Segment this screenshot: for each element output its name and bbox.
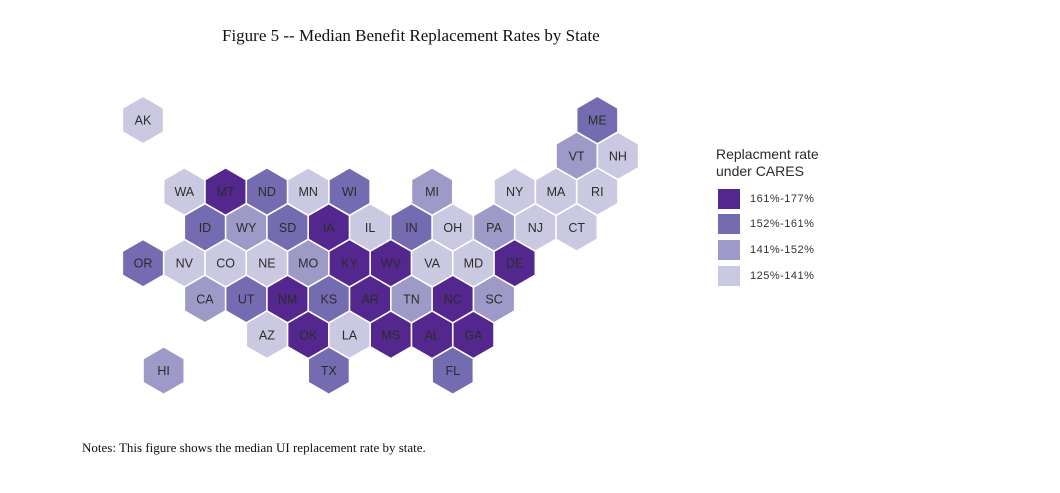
state-hex-wa: WA: [163, 167, 206, 216]
state-hex-sc: SC: [473, 274, 516, 324]
state-label: PA: [486, 221, 502, 235]
state-hex-or: OR: [121, 238, 165, 288]
state-hex-ar: AR: [349, 274, 392, 324]
state-hex-fl: FL: [431, 346, 474, 395]
legend-item-1: 152%-161%: [718, 214, 814, 234]
state-label: UT: [238, 293, 255, 307]
state-label: NM: [278, 293, 297, 307]
figure-notes: Notes: This figure shows the median UI r…: [82, 440, 426, 455]
state-label: CT: [568, 221, 585, 235]
state-label: AZ: [259, 328, 275, 342]
state-label: IA: [323, 221, 335, 235]
legend-title-line1: Replacment rate: [716, 146, 819, 162]
legend-swatch-0: [718, 189, 740, 209]
state-label: NY: [506, 185, 524, 199]
state-label: IL: [365, 221, 375, 235]
state-hex-wy: WY: [225, 203, 268, 252]
state-label: MI: [425, 185, 439, 199]
state-label: NC: [444, 293, 462, 307]
state-hex-ak: AK: [121, 95, 165, 145]
state-label: CA: [196, 293, 214, 307]
state-label: NJ: [528, 221, 543, 235]
figure-title: Figure 5 -- Median Benefit Replacement R…: [222, 26, 600, 45]
legend-item-2: 141%-152%: [718, 240, 814, 260]
state-label: IN: [405, 221, 418, 235]
state-label: ME: [588, 114, 607, 128]
state-hex-ok: OK: [287, 310, 330, 360]
state-hex-shape: [307, 346, 350, 395]
state-label: NV: [176, 257, 194, 271]
state-label: MD: [464, 257, 483, 271]
state-label: MA: [547, 185, 566, 199]
legend-label-1: 152%-161%: [750, 218, 815, 230]
state-label: WY: [236, 221, 257, 235]
state-hex-nh: NH: [596, 131, 639, 181]
legend-title: Replacment rate under CARES: [716, 146, 819, 180]
state-label: SD: [279, 221, 296, 235]
state-label: KS: [321, 293, 338, 307]
state-label: TN: [403, 293, 420, 307]
state-label: OH: [443, 221, 462, 235]
state-hex-wv: WV: [369, 238, 412, 288]
state-label: GA: [464, 328, 483, 342]
state-label: NE: [258, 257, 275, 271]
legend-swatch-2: [718, 240, 740, 260]
state-hex-ga: GA: [452, 310, 495, 360]
state-hex-co: CO: [204, 238, 247, 288]
state-hex-nm: NM: [266, 274, 309, 324]
state-hex-shape: [555, 203, 598, 252]
state-label: LA: [342, 328, 358, 342]
state-hex-ms: MS: [369, 310, 412, 360]
state-label: MN: [298, 185, 317, 199]
state-label: VT: [569, 149, 585, 163]
state-label: AL: [424, 328, 439, 342]
state-label: FL: [445, 364, 460, 378]
state-label: WV: [381, 257, 402, 271]
state-label: ND: [258, 185, 276, 199]
state-label: WA: [174, 185, 194, 199]
state-hex-ct: CT: [555, 203, 598, 252]
legend-label-3: 125%-141%: [750, 270, 815, 282]
state-label: OR: [134, 257, 153, 271]
state-hex-shape: [121, 95, 165, 145]
state-hex-vt: VT: [555, 131, 598, 181]
legend-swatch-3: [718, 266, 740, 286]
state-label: TX: [321, 364, 338, 378]
state-label: AR: [361, 293, 378, 307]
legend-label-2: 141%-152%: [750, 244, 815, 256]
state-label: AK: [135, 114, 152, 128]
state-hex-wi: WI: [328, 167, 371, 216]
legend-item-0: 161%-177%: [718, 189, 814, 209]
state-hex-hi: HI: [142, 346, 185, 395]
state-label: KY: [341, 257, 358, 271]
state-hex-al: AL: [411, 310, 454, 360]
state-label: MT: [217, 185, 235, 199]
state-hex-shape: [431, 346, 474, 395]
legend-label-0: 161%-177%: [750, 193, 815, 205]
state-label: MS: [381, 328, 400, 342]
legend-item-3: 125%-141%: [718, 266, 814, 286]
hex-map: AK ME VT NH WA MT ND MN WI MI NY MA RI ID WY SD IA IL IN OH…: [121, 95, 639, 395]
state-hex-tx: TX: [307, 346, 350, 395]
state-label: MO: [298, 257, 318, 271]
legend-swatch-1: [718, 214, 740, 234]
state-hex-sd: SD: [266, 203, 309, 252]
legend-title-line2: under CARES: [716, 163, 804, 179]
state-label: HI: [157, 364, 170, 378]
state-label: CO: [216, 257, 235, 271]
state-label: NH: [609, 149, 627, 163]
state-hex-shape: [142, 346, 185, 395]
state-hex-nd: ND: [245, 167, 288, 216]
state-label: OK: [299, 328, 318, 342]
state-label: ID: [199, 221, 212, 235]
state-hex-mt: MT: [204, 167, 247, 216]
state-label: DE: [506, 257, 523, 271]
state-label: VA: [424, 257, 440, 271]
state-hex-id: ID: [183, 203, 226, 252]
state-hex-ks: KS: [307, 274, 350, 324]
state-label: RI: [591, 185, 604, 199]
state-label: SC: [485, 293, 502, 307]
state-label: WI: [342, 185, 357, 199]
